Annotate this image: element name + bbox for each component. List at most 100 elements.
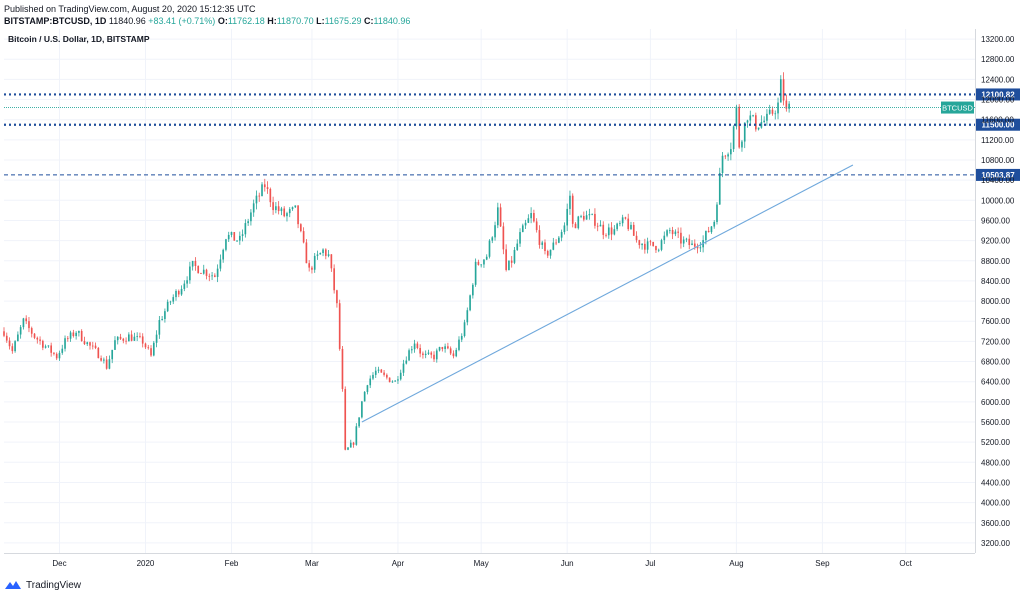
low-value: 11675.29: [324, 16, 362, 26]
candle-body: [563, 225, 566, 233]
candle-body: [713, 221, 716, 227]
candle-body: [47, 345, 50, 347]
ohlc-line: BITSTAMP:BTCUSD, 1D 11840.96 +83.41 (+0.…: [4, 15, 410, 27]
candle-body: [599, 224, 602, 227]
high-value: 11870.70: [276, 16, 314, 26]
price-tick-label: 8000.00: [981, 297, 1010, 306]
level-price-label: 10503.87: [981, 171, 1015, 180]
tradingview-brand[interactable]: TradingView: [4, 577, 81, 593]
candle-body: [238, 235, 241, 241]
candle-body: [779, 79, 782, 103]
candle-body: [397, 379, 399, 381]
candle-body: [594, 213, 596, 226]
candle-body: [416, 343, 419, 348]
candle-body: [477, 261, 480, 265]
candle-body: [197, 266, 200, 274]
candle-body: [463, 322, 466, 337]
open-value: 11762.18: [227, 16, 265, 26]
candle-body: [19, 327, 22, 335]
candle-body: [25, 318, 28, 322]
candle-body: [585, 215, 588, 220]
chart-title: Bitcoin / U.S. Dollar, 1D, BITSTAMP: [8, 34, 150, 44]
candle-body: [186, 280, 188, 284]
candle-body: [671, 230, 674, 235]
price-tick-label: 11600.00: [981, 116, 1014, 125]
price-tick-label: 10400.00: [981, 176, 1015, 185]
candle-body: [374, 370, 377, 375]
candle-body: [202, 269, 205, 274]
candle-body: [427, 352, 430, 354]
candle-body: [577, 216, 580, 229]
price-tick-label: 3600.00: [981, 519, 1010, 528]
price-line-tag: [941, 101, 974, 114]
candle-body: [433, 354, 435, 360]
time-tick-label: Jun: [561, 559, 574, 568]
candle-body: [444, 346, 446, 350]
time-tick-label: Apr: [392, 559, 405, 568]
level-price-label: 11500.00: [982, 121, 1015, 130]
candle-body: [510, 260, 513, 263]
candle-body: [680, 232, 682, 244]
time-tick-label: Dec: [52, 559, 66, 568]
chart-grid: [4, 29, 975, 553]
candle-body: [760, 122, 763, 128]
candle-body: [491, 237, 494, 241]
candle-body: [472, 284, 474, 296]
candle-body: [83, 341, 86, 345]
candle-body: [441, 346, 444, 350]
level-price-tag: [976, 118, 1020, 131]
candle-body: [333, 268, 335, 291]
candle-body: [405, 360, 408, 364]
candle-body: [569, 195, 571, 209]
candle-body: [247, 221, 249, 224]
candle-body: [541, 242, 544, 245]
candle-body: [291, 207, 294, 210]
candle-body: [730, 149, 732, 155]
candle-body: [646, 241, 649, 250]
candle-body: [699, 247, 702, 249]
candle-body: [422, 353, 424, 356]
time-tick-label: Mar: [305, 559, 319, 568]
candle-body: [372, 374, 374, 379]
candle-body: [180, 288, 183, 295]
candle-body: [505, 249, 507, 271]
price-tick-label: 5600.00: [981, 418, 1010, 427]
candle-body: [363, 391, 366, 402]
price-tick-label: 6400.00: [981, 378, 1010, 387]
candle-body: [452, 353, 455, 357]
candle-body: [141, 336, 144, 344]
time-axis: Dec 2020 Feb Mar Apr May Jun Jul Aug Sep Oct: [52, 559, 912, 568]
level-price-tag: [976, 168, 1020, 181]
candle-body: [710, 226, 713, 233]
candle-body: [280, 208, 283, 212]
candle-body: [305, 242, 308, 264]
price-tick-label: 12000.00: [981, 96, 1015, 105]
candle-body: [322, 249, 324, 253]
candle-body: [413, 343, 416, 350]
candle-body: [302, 231, 305, 243]
candle-body: [191, 260, 194, 267]
candle-body: [735, 106, 738, 127]
candle-body: [53, 352, 55, 354]
candle-body: [308, 263, 311, 268]
candle-body: [369, 378, 372, 386]
candle-body: [677, 231, 679, 233]
candle-body: [166, 301, 169, 312]
candle-body: [225, 239, 227, 250]
candle-body: [39, 339, 41, 341]
candle-body: [546, 251, 549, 256]
price-tick-label: 9200.00: [981, 237, 1010, 246]
candle-body: [749, 115, 752, 121]
candle-body: [94, 345, 97, 349]
candle-body: [300, 224, 302, 232]
candle-body: [275, 206, 277, 211]
candle-body: [494, 225, 496, 238]
candle-body: [652, 241, 655, 247]
price-chart[interactable]: BTCUSD 12100.82 11500.00 10503.87 3200.00 36…: [0, 0, 1024, 576]
candle-body: [746, 120, 749, 123]
candle-body: [555, 242, 557, 244]
candle-body: [538, 230, 541, 245]
candle-body: [410, 349, 413, 351]
candle-body: [438, 346, 441, 351]
candle-body: [524, 222, 527, 226]
